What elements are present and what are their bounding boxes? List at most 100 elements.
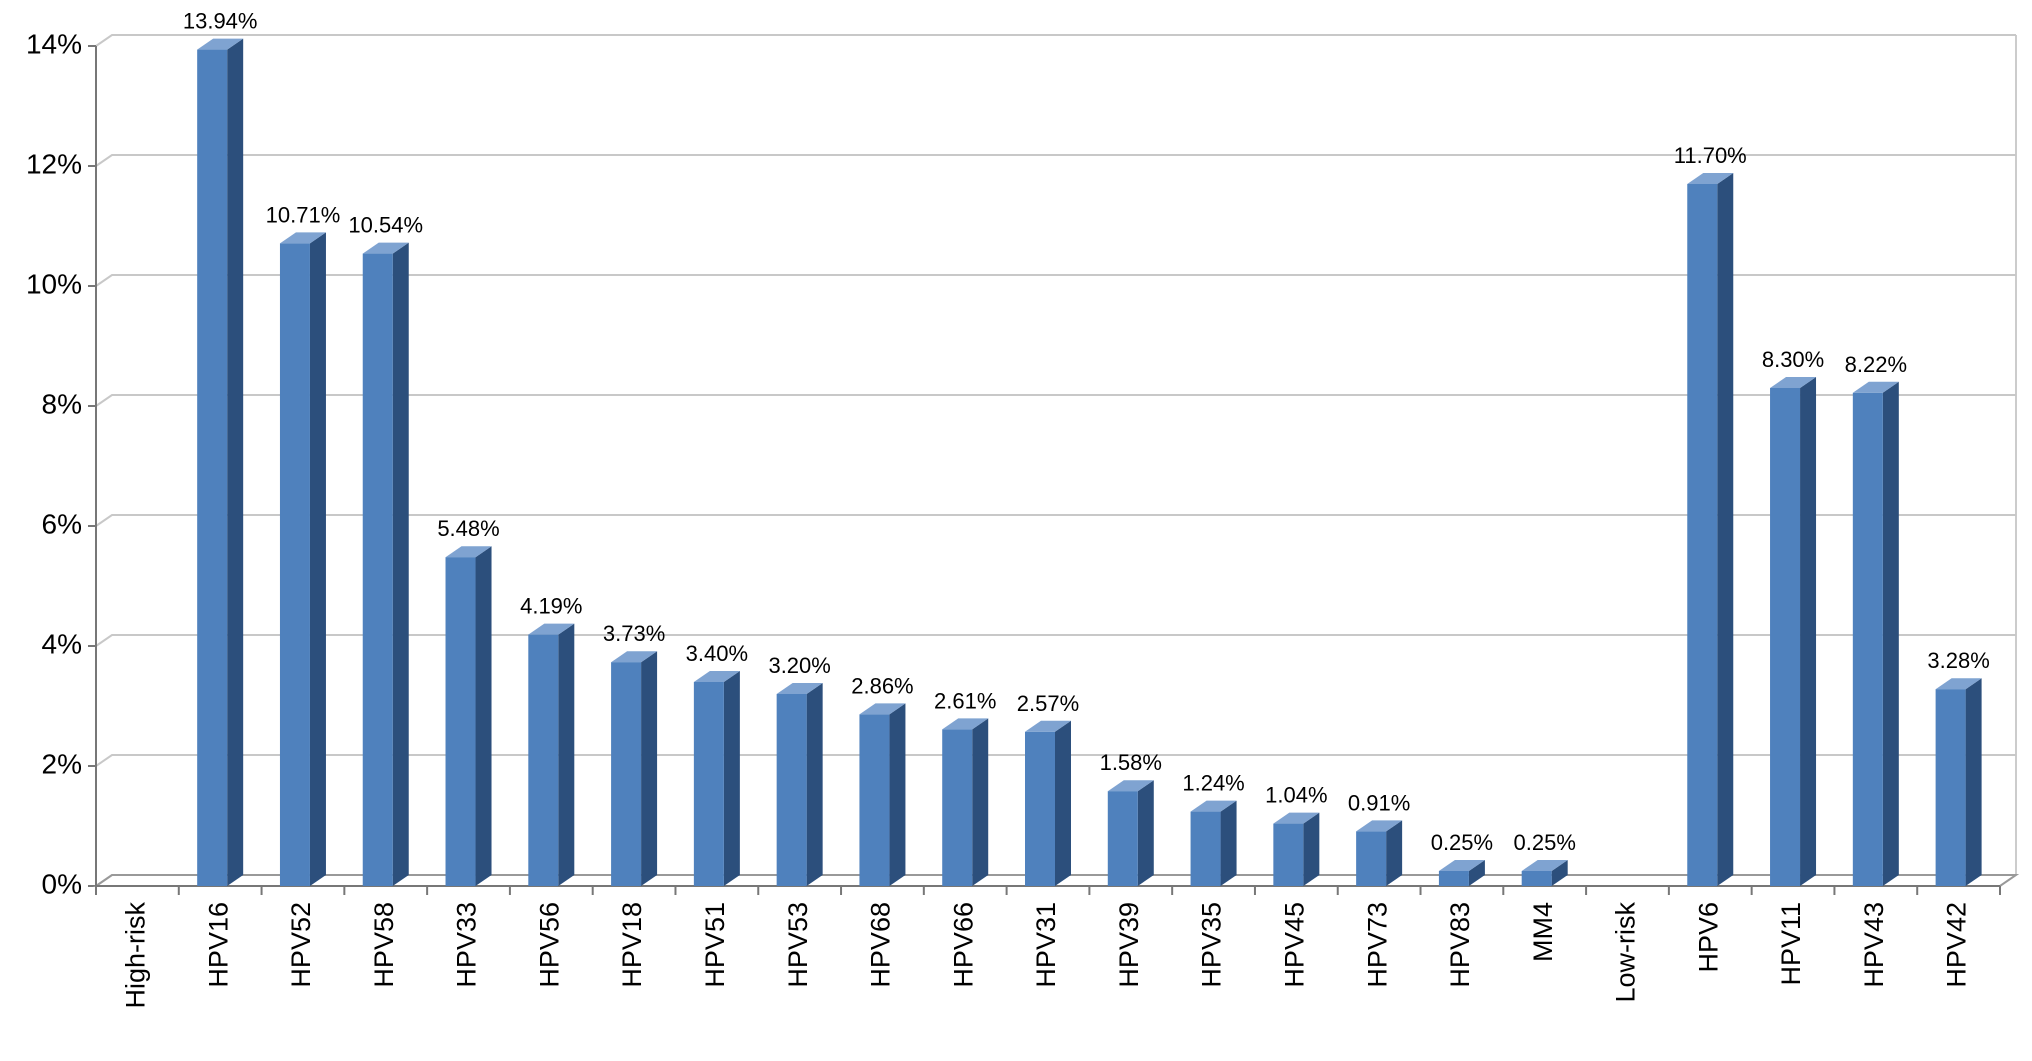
x-tick-label: HPV52 <box>286 902 316 988</box>
value-label: 0.91% <box>1348 790 1410 815</box>
y-tick-label: 0% <box>42 868 82 899</box>
y-tick-label: 10% <box>26 268 82 299</box>
value-label: 1.04% <box>1265 783 1327 808</box>
bar <box>1025 731 1055 886</box>
bar-top <box>611 651 658 663</box>
bar-top <box>1025 720 1071 732</box>
value-label: 11.70% <box>1674 143 1747 168</box>
y-tick-label: 6% <box>42 508 82 539</box>
value-label: 3.20% <box>768 653 830 678</box>
x-tick-label: HPV18 <box>617 902 647 988</box>
bar-top <box>1687 173 1734 184</box>
bar <box>1438 871 1469 886</box>
x-tick-label: HPV11 <box>1776 902 1806 986</box>
bar <box>693 682 724 886</box>
bar-side <box>641 651 658 886</box>
bar-side <box>806 683 823 886</box>
x-tick-label: HPV66 <box>948 902 978 988</box>
x-tick-label: HPV35 <box>1197 902 1227 988</box>
bar-top <box>528 623 575 635</box>
bar <box>1770 388 1801 886</box>
grid-line <box>95 394 2016 407</box>
bar <box>942 729 973 886</box>
bar-side <box>1386 820 1403 886</box>
bar-top <box>362 242 409 254</box>
bar-top <box>776 683 823 694</box>
bar-top <box>1356 820 1403 832</box>
bar <box>611 662 642 886</box>
value-label: 0.25% <box>1514 830 1576 855</box>
x-tick-label: HPV33 <box>452 902 482 988</box>
x-tick-label: HPV16 <box>203 902 233 988</box>
x-tick-label: HPV83 <box>1445 902 1475 988</box>
bar <box>197 49 228 887</box>
value-label: 8.30% <box>1762 347 1824 372</box>
bar-side <box>1220 800 1237 886</box>
bar-top <box>197 38 244 50</box>
bar <box>528 634 559 886</box>
bar <box>859 714 890 886</box>
grid-line <box>95 514 2016 527</box>
x-tick-label: High-risk <box>121 902 151 1009</box>
value-label: 2.57% <box>1017 691 1079 716</box>
bar-top <box>1438 860 1485 871</box>
bar-side <box>392 242 409 887</box>
bar <box>362 253 393 887</box>
x-tick-label: MM4 <box>1528 902 1558 962</box>
bar-side <box>972 718 989 886</box>
bar-side <box>1055 720 1071 886</box>
grid-line <box>95 274 2016 287</box>
x-tick-label: HPV58 <box>369 902 399 988</box>
bar <box>1935 689 1966 886</box>
y-tick-label: 4% <box>42 628 82 659</box>
value-label: 5.48% <box>437 516 499 541</box>
x-tick-label: HPV68 <box>866 902 896 988</box>
grid-line <box>95 754 2016 767</box>
bar-side <box>1137 780 1154 886</box>
bar-top <box>279 232 326 244</box>
bar <box>1356 831 1387 886</box>
bar-side <box>558 623 575 886</box>
bar-top <box>942 718 989 730</box>
value-label: 10.54% <box>348 213 423 238</box>
x-tick-label: HPV56 <box>534 902 564 988</box>
value-label: 2.61% <box>934 688 996 713</box>
value-label: 3.40% <box>686 641 748 666</box>
grid-line <box>95 34 2016 47</box>
bar-top <box>445 546 492 558</box>
bar-side <box>723 671 740 886</box>
bar-top <box>1521 860 1568 871</box>
bar <box>776 694 807 886</box>
bar-side <box>1551 860 1568 886</box>
x-tick-label: HPV6 <box>1693 902 1723 973</box>
grid-line <box>95 154 2016 167</box>
grid-line <box>95 634 2016 647</box>
value-label: 3.73% <box>603 621 665 646</box>
bar <box>445 557 476 886</box>
bar-top <box>1935 678 1982 690</box>
bar-side <box>1965 678 1982 886</box>
bar-top <box>1107 780 1154 792</box>
bar-side <box>1882 381 1899 886</box>
bar-side <box>1800 377 1817 886</box>
bar-side <box>475 546 492 886</box>
value-label: 10.71% <box>266 202 341 227</box>
x-tick-label: HPV73 <box>1362 902 1392 988</box>
x-tick-label: Low-risk <box>1611 902 1641 1003</box>
value-label: 13.94% <box>183 9 258 34</box>
bar <box>279 243 310 886</box>
bar-side <box>1303 812 1320 886</box>
value-label: 2.86% <box>851 673 913 698</box>
bar-side <box>309 232 326 886</box>
bar-side <box>889 703 906 886</box>
x-tick-label: HPV51 <box>700 902 730 988</box>
value-label: 3.28% <box>1927 648 1989 673</box>
value-label: 0.25% <box>1431 830 1493 855</box>
bar-top <box>1273 812 1320 824</box>
x-tick-label: HPV45 <box>1279 902 1309 988</box>
bar-top <box>1770 377 1817 388</box>
bar-side <box>227 38 244 887</box>
bar-top <box>1852 381 1899 393</box>
bar <box>1273 823 1304 886</box>
bar-top <box>1190 800 1237 812</box>
